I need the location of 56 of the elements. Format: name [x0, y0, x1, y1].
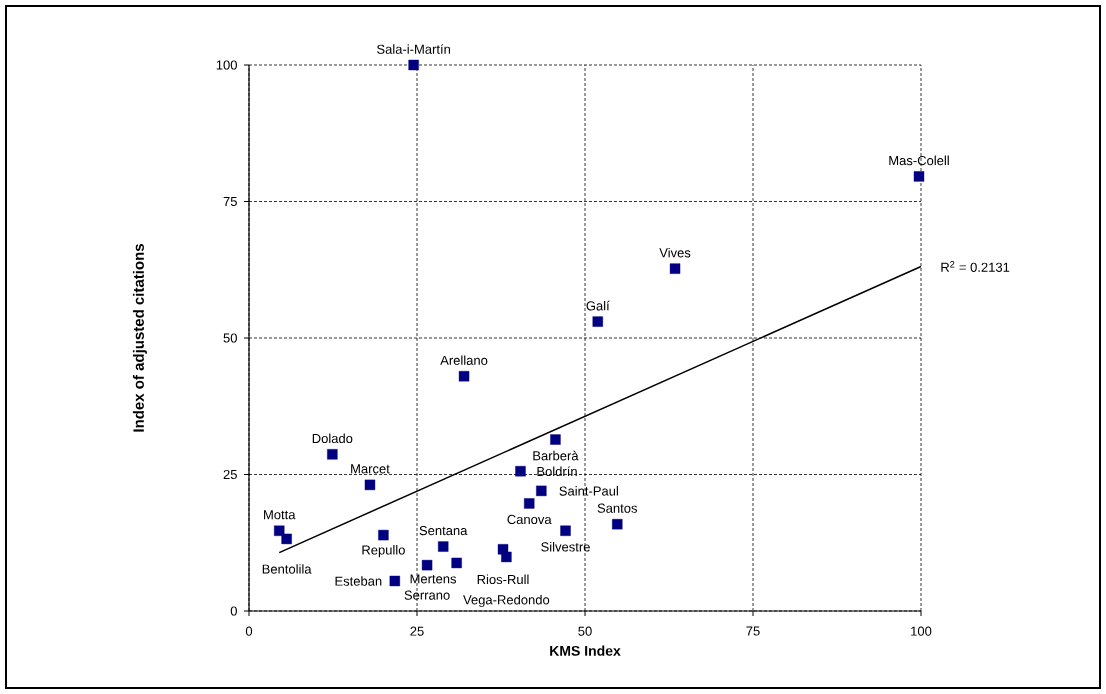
- annotation: Sentana: [419, 525, 468, 536]
- annotation: Repullo: [362, 545, 405, 558]
- point: [438, 541, 449, 552]
- point: [389, 575, 401, 587]
- y-tick-label: 100: [216, 60, 237, 70]
- annotation: Bentolila: [262, 564, 312, 574]
- annotation: Marcet: [351, 464, 390, 474]
- annotation: Serrano: [404, 590, 450, 600]
- annotation: Saint-Paul: [559, 486, 618, 496]
- annotation: Sala-i-Martín: [377, 44, 450, 54]
- annotation: Vega-Redondo: [463, 594, 550, 607]
- point: [536, 485, 547, 497]
- point: [364, 479, 376, 491]
- point: [501, 551, 512, 563]
- point: [612, 518, 623, 530]
- point: [669, 263, 681, 274]
- point: [592, 316, 603, 327]
- point: [408, 59, 419, 71]
- y-axis-title: Index of adjusted citations: [132, 244, 147, 432]
- point: [550, 434, 561, 445]
- point: [421, 559, 433, 571]
- point: [281, 533, 292, 545]
- point: [458, 371, 470, 382]
- annotation: Rios-Rull: [477, 574, 529, 585]
- x-tick-label: 75: [746, 626, 760, 636]
- annotation: Esteban: [335, 576, 382, 586]
- point: [274, 525, 285, 536]
- point: [451, 557, 462, 569]
- annotation: Barberà: [533, 450, 579, 461]
- point: [913, 171, 925, 182]
- annotation: Canova: [507, 514, 552, 525]
- y-tick-label: 75: [223, 196, 237, 207]
- annotation: Mas-Colell: [889, 155, 949, 166]
- point: [524, 498, 535, 509]
- x-tick-label: 100: [911, 626, 932, 636]
- annotation: Dolado: [312, 433, 353, 444]
- point: [327, 449, 338, 460]
- y-tick-label: 0: [230, 606, 237, 616]
- annotation: R$^{2}$ = 0.2131: [941, 261, 1010, 272]
- annotation: Vives: [659, 247, 691, 258]
- annotation: Motta: [264, 510, 296, 520]
- y-tick-label: 25: [223, 469, 237, 480]
- annotation: Galí: [586, 300, 610, 311]
- point: [515, 466, 526, 477]
- annotation: Santos: [597, 503, 638, 513]
- annotation: Boldrín: [537, 466, 577, 477]
- x-tick-label: 0: [245, 626, 253, 636]
- annotation: Silvestre: [541, 541, 590, 552]
- annotation: Mertens: [410, 574, 457, 584]
- x-axis-title: KMS Index: [550, 645, 621, 656]
- x-tick-label: 25: [410, 626, 424, 636]
- point: [560, 525, 571, 536]
- x-tick-label: 50: [578, 626, 592, 636]
- y-tick-label: 50: [223, 333, 237, 343]
- annotation: Arellano: [440, 355, 488, 365]
- point: [378, 529, 389, 541]
